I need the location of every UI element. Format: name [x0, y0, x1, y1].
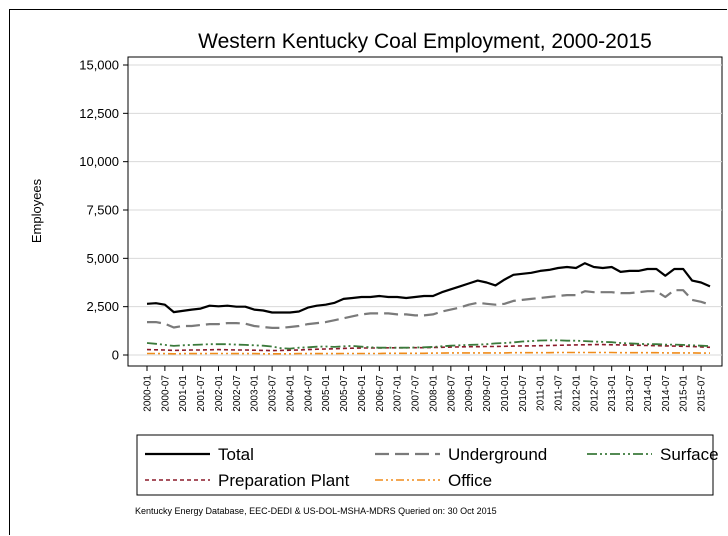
- x-tick-label: 2000-01: [143, 375, 154, 412]
- plot-area: [127, 56, 723, 367]
- chart-frame: [9, 9, 727, 535]
- source-footnote: Kentucky Energy Database, EEC-DEDI & US-…: [135, 506, 497, 516]
- series-line-total: [146, 262, 711, 314]
- x-tick-label: 2004-01: [285, 375, 296, 412]
- legend-label: Preparation Plant: [218, 471, 350, 490]
- x-tick-label: 2001-01: [178, 375, 189, 412]
- x-tick-label: 2002-01: [214, 375, 225, 412]
- x-axis: 2000-01 2000-07 2001-01 2001-07 2002-01 2002-…: [128, 365, 722, 412]
- legend-label: Total: [218, 445, 254, 464]
- x-tick-label: 2005-07: [339, 375, 350, 412]
- x-tick-label: 2010-01: [500, 375, 511, 412]
- x-tick-label: 2008-07: [446, 375, 457, 412]
- grid-lines: [128, 64, 722, 356]
- x-tick-label: 2013-07: [625, 375, 636, 412]
- y-tick-label: 7,500: [86, 203, 119, 218]
- x-tick-label: 2015-07: [697, 375, 708, 412]
- y-axis: 0 2,500 5,000 7,500 10,000 12,500 15,000: [79, 57, 129, 366]
- x-tick-label: 2013-01: [607, 375, 618, 412]
- series-line-surface: [146, 339, 711, 350]
- x-tick-label: 2007-01: [393, 375, 404, 412]
- legend-label: Surface: [660, 445, 719, 464]
- x-tick-label: 2014-01: [643, 375, 654, 412]
- legend-label: Underground: [448, 445, 547, 464]
- x-tick-label: 2009-01: [464, 375, 475, 412]
- y-tick-label: 0: [112, 348, 119, 363]
- x-tick-label: 2014-07: [661, 375, 672, 412]
- x-tick-label: 2009-07: [482, 375, 493, 412]
- legend: Total Underground Surface Preparation Plant…: [145, 445, 719, 490]
- chart-title: Western Kentucky Coal Employment, 2000-2…: [198, 30, 652, 53]
- x-tick-label: 2012-07: [589, 375, 600, 412]
- x-tick-label: 2011-01: [536, 375, 547, 411]
- series-line-office: [147, 351, 710, 355]
- legend-box: [136, 434, 714, 496]
- x-tick-label: 2008-01: [428, 375, 439, 412]
- x-tick-label: 2006-07: [375, 375, 386, 412]
- y-tick-label: 12,500: [79, 106, 119, 121]
- series-lines: [146, 262, 711, 355]
- x-tick-label: 2004-07: [303, 375, 314, 412]
- x-tick-label: 2011-07: [554, 375, 565, 411]
- x-tick-label: 2002-07: [232, 375, 243, 412]
- x-tick-label: 2007-07: [411, 375, 422, 412]
- x-tick-label: 2001-07: [196, 375, 207, 412]
- series-line-underground: [147, 289, 711, 329]
- legend-label: Office: [448, 471, 492, 490]
- x-tick-label: 2000-07: [160, 375, 171, 412]
- x-tick-label: 2015-01: [679, 375, 690, 412]
- y-tick-label: 10,000: [79, 154, 119, 169]
- x-tick-label: 2003-07: [268, 375, 279, 412]
- x-tick-label: 2012-01: [571, 375, 582, 412]
- y-tick-label: 5,000: [86, 251, 119, 266]
- x-tick-label: 2010-07: [518, 375, 529, 412]
- x-tick-label: 2006-01: [357, 375, 368, 412]
- y-axis-label: Employees: [29, 178, 44, 243]
- y-tick-label: 2,500: [86, 299, 119, 314]
- x-tick-label: 2003-01: [250, 375, 261, 412]
- y-tick-label: 15,000: [79, 58, 119, 73]
- x-tick-label: 2005-01: [321, 375, 332, 412]
